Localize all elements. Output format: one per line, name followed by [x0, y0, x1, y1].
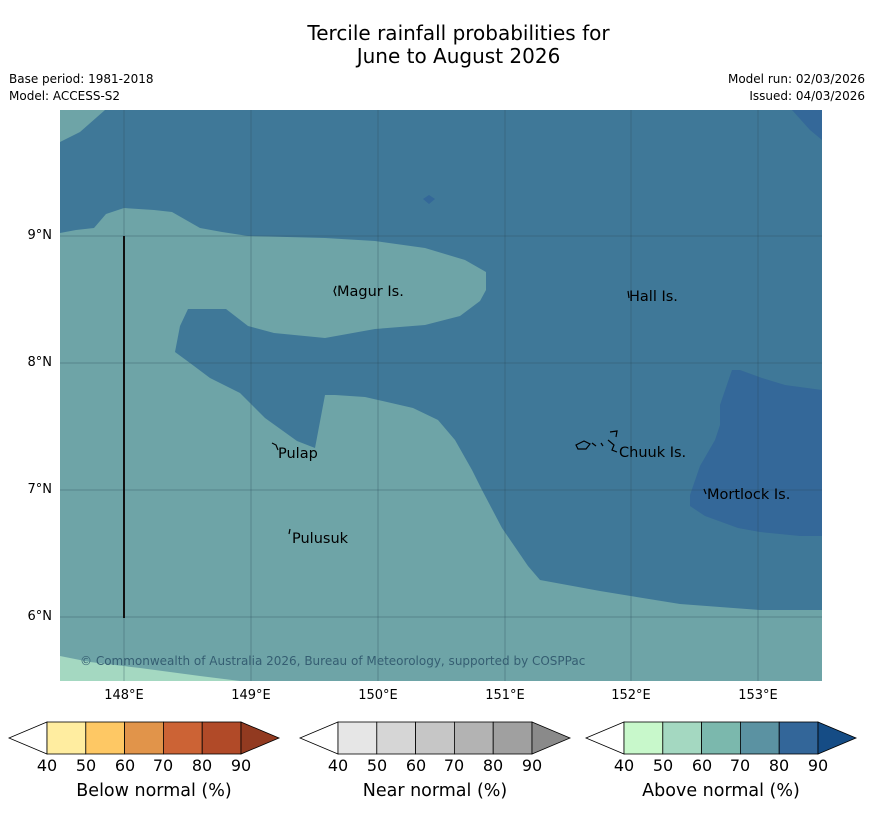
colorbar-above [584, 721, 858, 755]
colorbar-above-high-extend [817, 721, 858, 755]
tick-below-60: 60 [114, 756, 136, 775]
colorbar-above-low-extend [584, 721, 625, 755]
lon-label-148e: 148°E [104, 688, 144, 703]
tick-near-60: 60 [405, 756, 427, 775]
tick-below-80: 80 [191, 756, 213, 775]
region-90-east [690, 370, 822, 536]
place-mortlock: Mortlock Is. [707, 487, 791, 503]
colorbar-near-bin-1 [337, 721, 378, 755]
tick-above-40: 40 [613, 756, 635, 775]
colorbar-near-bin-4 [453, 721, 494, 755]
lat-label-6n: 6°N [27, 609, 53, 624]
lon-label-149e: 149°E [231, 688, 271, 703]
chuuk-lagoon-shape [575, 430, 618, 453]
region-60-corner [60, 656, 240, 681]
map-svg [60, 110, 822, 681]
lat-label-9n: 9°N [27, 228, 53, 243]
colorbar-near-low-extend [298, 721, 339, 755]
chart-title: Tercile rainfall probabilities for June … [0, 22, 873, 68]
colorbar-below-high-extend [240, 721, 281, 755]
model-name: Model: ACCESS-S2 [9, 89, 121, 103]
title-line-1: Tercile rainfall probabilities for [307, 21, 610, 45]
place-hall: Hall Is. [629, 289, 678, 305]
tick-near-40: 40 [327, 756, 349, 775]
legend-above [584, 721, 858, 755]
tick-below-70: 70 [152, 756, 174, 775]
colorbar-above-bin-3 [701, 721, 741, 755]
place-pulap: Pulap [278, 446, 318, 462]
model-run: Model run: 02/03/2026 [727, 72, 865, 86]
colorbar-below-bin-1 [46, 721, 87, 755]
base-period: Base period: 1981-2018 [9, 72, 154, 86]
tick-below-50: 50 [75, 756, 97, 775]
island-outlines [271, 285, 707, 535]
map-grid [60, 110, 822, 681]
pulusuk-island-shape [288, 528, 291, 535]
tick-near-80: 80 [482, 756, 504, 775]
tick-above-80: 80 [768, 756, 790, 775]
pulap-island-shape [271, 442, 279, 451]
place-pulusuk: Pulusuk [292, 531, 349, 547]
tick-above-50: 50 [652, 756, 674, 775]
colorbar-below-low-extend [7, 721, 48, 755]
tick-near-90: 90 [521, 756, 543, 775]
lon-label-150e: 150°E [358, 688, 398, 703]
place-magur: Magur Is. [337, 284, 404, 300]
colorbar-above-bin-2 [662, 721, 703, 755]
region-90-spot [423, 195, 435, 204]
colorbar-above-bin-5 [778, 721, 819, 755]
tick-below-40: 40 [36, 756, 58, 775]
tick-near-70: 70 [443, 756, 465, 775]
colorbar-below-bin-3 [124, 721, 164, 755]
colorbar-near-bin-5 [492, 721, 533, 755]
colorbar-near [298, 721, 572, 755]
region-80-top [60, 110, 822, 610]
hall-island-shape [627, 290, 630, 299]
tick-above-60: 60 [691, 756, 713, 775]
lon-label-153e: 153°E [738, 688, 778, 703]
colorbar-below-bin-5 [201, 721, 242, 755]
colorbar-below-bin-2 [85, 721, 126, 755]
legend-title-above: Above normal (%) [642, 781, 800, 801]
legend-title-near: Near normal (%) [362, 781, 508, 801]
meta-left: Base period: 1981-2018 Model: ACCESS-S2 [9, 71, 154, 105]
colorbar-above-bin-1 [623, 721, 664, 755]
issued-date: Issued: 04/03/2026 [749, 89, 865, 103]
lon-label-151e: 151°E [485, 688, 525, 703]
colorbar-above-bin-4 [739, 721, 780, 755]
copyright-notice: © Commonwealth of Australia 2026, Bureau… [80, 654, 586, 668]
legend-below [7, 721, 281, 755]
tick-above-70: 70 [729, 756, 751, 775]
lon-label-152e: 152°E [611, 688, 651, 703]
legend-near [298, 721, 572, 755]
colorbar-near-high-extend [531, 721, 572, 755]
meta-right: Model run: 02/03/2026 Issued: 04/03/2026 [728, 71, 865, 105]
colorbar-below [7, 721, 281, 755]
lat-label-7n: 7°N [27, 482, 53, 497]
title-line-2: June to August 2026 [356, 44, 561, 68]
colorbar-near-bin-2 [376, 721, 417, 755]
lat-label-8n: 8°N [27, 355, 53, 370]
tick-near-50: 50 [366, 756, 388, 775]
region-90-ne [792, 110, 822, 140]
mortlock-island-shape [703, 488, 707, 495]
colorbar-near-bin-3 [415, 721, 455, 755]
place-chuuk: Chuuk Is. [619, 445, 687, 461]
tick-above-90: 90 [807, 756, 829, 775]
colorbar-below-bin-4 [162, 721, 203, 755]
tick-below-90: 90 [230, 756, 252, 775]
legend-title-below: Below normal (%) [76, 781, 232, 801]
probability-map [60, 110, 822, 681]
magur-island-shape [333, 285, 337, 297]
